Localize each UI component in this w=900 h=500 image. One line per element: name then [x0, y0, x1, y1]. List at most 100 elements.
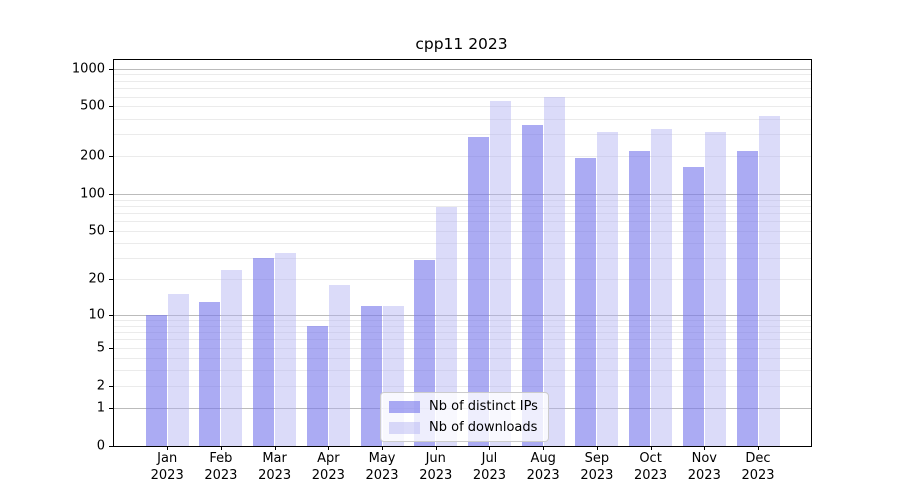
gridline-minor-5 — [114, 347, 811, 349]
legend-swatch-downloads — [389, 421, 420, 434]
legend-swatch-distinct-ips — [389, 400, 420, 413]
y-tick-label-200: 200 — [80, 148, 105, 164]
y-tick-label-1: 1 — [96, 400, 105, 416]
gridline-minor-500 — [114, 106, 811, 108]
legend-label-distinct-ips: Nb of distinct IPs — [429, 399, 538, 414]
x-tick-jul-2023 — [489, 446, 491, 450]
bar-dec-2023-downloads — [758, 116, 780, 446]
x-tick-label-feb-2023: Feb 2023 — [204, 451, 238, 483]
x-tick-mar-2023 — [274, 446, 276, 450]
y-tick-50 — [109, 231, 113, 233]
y-tick-10 — [109, 314, 113, 316]
chart-title: cpp11 2023 — [415, 35, 508, 53]
y-tick-label-5: 5 — [96, 340, 105, 356]
gridline-major-1000 — [114, 68, 811, 70]
bar-oct-2023-distinct-ips — [629, 150, 651, 446]
bar-dec-2023-distinct-ips — [736, 151, 758, 446]
y-tick-2 — [109, 385, 113, 387]
bar-oct-2023-downloads — [651, 129, 673, 446]
y-tick-label-1000: 1000 — [71, 61, 105, 77]
y-tick-1 — [109, 407, 113, 409]
x-tick-label-dec-2023: Dec 2023 — [741, 451, 775, 483]
bar-jun-2023-downloads — [436, 207, 458, 446]
y-tick-5 — [109, 347, 113, 349]
bar-sep-2023-distinct-ips — [575, 158, 597, 446]
gridline-minor-30 — [114, 258, 811, 260]
y-tick-20 — [109, 279, 113, 281]
gridline-minor-800 — [114, 80, 811, 82]
y-tick-label-10: 10 — [88, 307, 105, 323]
gridline-minor-9 — [114, 319, 811, 321]
y-tick-label-20: 20 — [88, 271, 105, 287]
legend-item-downloads: Nb of downloads — [389, 420, 538, 435]
y-tick-0 — [109, 445, 113, 447]
bar-jan-2023-distinct-ips — [145, 314, 167, 446]
bar-nov-2023-distinct-ips — [682, 167, 704, 446]
bar-mar-2023-distinct-ips — [253, 258, 275, 446]
bar-mar-2023-downloads — [275, 253, 297, 446]
gridline-minor-40 — [114, 242, 811, 244]
bar-may-2023-distinct-ips — [360, 305, 382, 446]
plot-area: 1000 500 200 100 50 20 10 5 2 1 0 Jan 2023 Feb 2023 M… — [72, 59, 812, 483]
x-tick-label-may-2023: May 2023 — [365, 451, 399, 483]
bar-feb-2023-downloads — [221, 269, 243, 446]
gridline-minor-7 — [114, 332, 811, 334]
x-tick-label-mar-2023: Mar 2023 — [258, 451, 292, 483]
gridline-minor-90 — [114, 199, 811, 201]
bar-sep-2023-downloads — [597, 131, 619, 446]
bar-jul-2023-distinct-ips — [467, 137, 489, 446]
y-tick-1000 — [109, 68, 113, 70]
x-tick-jun-2023 — [435, 446, 437, 450]
x-tick-label-sep-2023: Sep 2023 — [580, 451, 614, 483]
x-tick-feb-2023 — [220, 446, 222, 450]
gridline-minor-4 — [114, 357, 811, 359]
gridline-minor-20 — [114, 279, 811, 281]
gridline-major-10 — [114, 314, 811, 316]
x-tick-label-aug-2023: Aug 2023 — [526, 451, 560, 483]
bar-aug-2023-downloads — [543, 96, 565, 446]
gridline-minor-50 — [114, 231, 811, 233]
legend: Nb of distinct IPs Nb of downloads — [380, 392, 549, 442]
x-tick-label-jun-2023: Jun 2023 — [419, 451, 453, 483]
x-tick-label-jul-2023: Jul 2023 — [472, 451, 506, 483]
gridline-major-100 — [114, 193, 811, 195]
x-tick-dec-2023 — [758, 446, 759, 450]
bar-apr-2023-downloads — [328, 284, 350, 446]
y-tick-label-2: 2 — [96, 378, 105, 394]
x-tick-jan-2023 — [167, 446, 169, 450]
y-tick-label-0: 0 — [96, 438, 105, 453]
gridline-minor-6 — [114, 339, 811, 341]
bar-jul-2023-downloads — [489, 101, 511, 446]
y-tick-label-100: 100 — [80, 186, 105, 202]
x-tick-aug-2023 — [543, 446, 545, 450]
x-tick-oct-2023 — [650, 446, 652, 450]
x-tick-may-2023 — [382, 446, 384, 450]
gridline-minor-70 — [114, 213, 811, 215]
gridline-minor-600 — [114, 96, 811, 98]
x-tick-label-apr-2023: Apr 2023 — [311, 451, 345, 483]
gridline-minor-400 — [114, 118, 811, 120]
x-tick-apr-2023 — [328, 446, 330, 450]
bar-feb-2023-distinct-ips — [199, 301, 221, 446]
x-tick-label-nov-2023: Nov 2023 — [687, 451, 721, 483]
gridline-minor-300 — [114, 134, 811, 136]
x-tick-label-oct-2023: Oct 2023 — [634, 451, 668, 483]
gridline-minor-8 — [114, 325, 811, 327]
x-tick-sep-2023 — [596, 446, 598, 450]
gridline-minor-200 — [114, 156, 811, 158]
y-tick-label-50: 50 — [88, 223, 105, 239]
y-tick-200 — [109, 156, 113, 158]
gridline-minor-3 — [114, 369, 811, 371]
y-tick-100 — [109, 193, 113, 195]
bar-aug-2023-distinct-ips — [521, 125, 543, 446]
y-tick-500 — [109, 106, 113, 108]
legend-item-distinct-ips: Nb of distinct IPs — [389, 399, 538, 414]
gridline-minor-900 — [114, 74, 811, 76]
gridline-minor-60 — [114, 221, 811, 223]
y-tick-label-500: 500 — [80, 98, 105, 114]
x-tick-label-jan-2023: Jan 2023 — [150, 451, 184, 483]
x-tick-nov-2023 — [704, 446, 706, 450]
bar-nov-2023-downloads — [704, 131, 726, 446]
gridline-minor-2 — [114, 385, 811, 387]
